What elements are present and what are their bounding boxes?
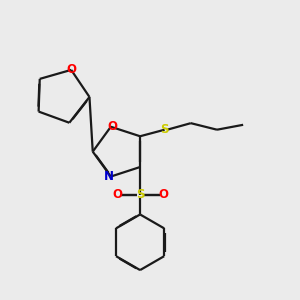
Text: O: O (66, 63, 76, 76)
Text: O: O (112, 188, 122, 201)
Text: N: N (104, 170, 114, 183)
Text: O: O (107, 120, 118, 133)
Text: S: S (136, 188, 144, 201)
Text: S: S (160, 123, 169, 136)
Text: O: O (158, 188, 168, 201)
